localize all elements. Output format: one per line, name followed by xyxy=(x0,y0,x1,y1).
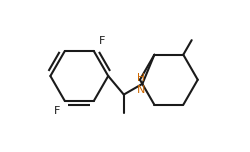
Text: F: F xyxy=(98,36,105,46)
Text: H: H xyxy=(137,73,145,83)
Text: N: N xyxy=(137,85,145,95)
Text: F: F xyxy=(54,106,60,116)
